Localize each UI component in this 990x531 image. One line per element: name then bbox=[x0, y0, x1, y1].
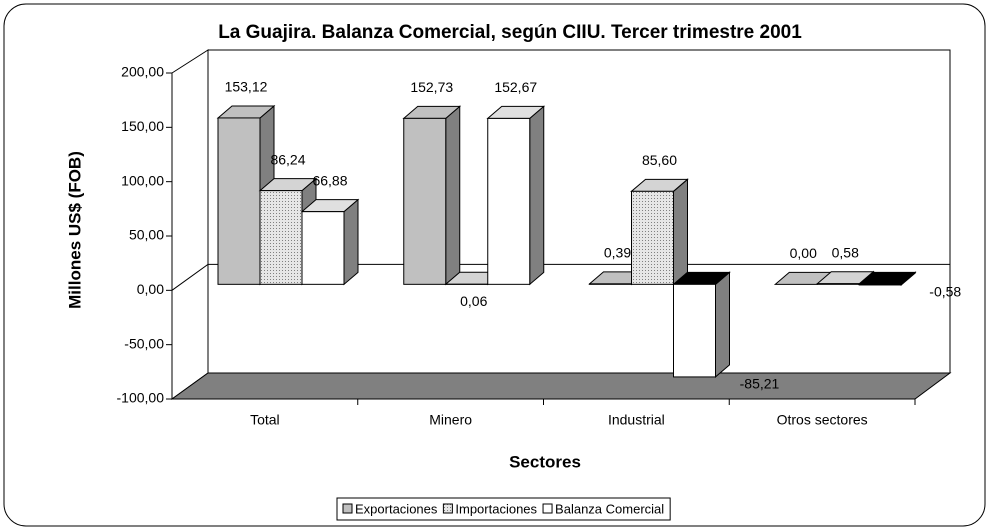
value-label: 85,60 bbox=[642, 152, 677, 168]
value-label: 0,06 bbox=[460, 293, 487, 309]
x-tick-label: Otros sectores bbox=[777, 412, 868, 428]
chart-title: La Guajira. Balanza Comercial, según CII… bbox=[218, 22, 802, 43]
value-label: 152,67 bbox=[494, 79, 537, 95]
x-axis-title: Sectores bbox=[509, 452, 581, 471]
bar bbox=[858, 283, 902, 286]
bar bbox=[301, 211, 345, 285]
y-tick-label: 200,00 bbox=[121, 64, 164, 80]
bar-side bbox=[343, 198, 359, 286]
bar-side bbox=[445, 105, 461, 286]
x-tick-label: Industrial bbox=[608, 412, 665, 428]
y-tick-label: 0,00 bbox=[137, 281, 164, 297]
value-label: 86,24 bbox=[270, 151, 305, 167]
bar bbox=[631, 190, 674, 285]
legend: Exportaciones Importaciones Balanza Comerc… bbox=[336, 497, 671, 521]
bar bbox=[259, 190, 303, 285]
value-label: 153,12 bbox=[225, 79, 268, 95]
bar bbox=[487, 117, 531, 285]
legend-swatch bbox=[442, 503, 453, 514]
bar-side bbox=[715, 271, 730, 379]
bar bbox=[403, 117, 447, 285]
bar-side bbox=[529, 105, 545, 286]
value-label: 66,88 bbox=[312, 172, 347, 188]
value-label: 0,39 bbox=[604, 245, 631, 261]
legend-label: Balanza Comercial bbox=[555, 501, 664, 516]
value-label: -0,58 bbox=[929, 284, 961, 300]
zero-line bbox=[171, 263, 950, 291]
y-axis-title: Millones US$ (FOB) bbox=[65, 151, 84, 309]
y-tick-label: 50,00 bbox=[129, 227, 164, 243]
y-tick-label: -100,00 bbox=[117, 390, 165, 406]
x-tick-label: Total bbox=[250, 412, 280, 428]
legend-label: Importaciones bbox=[455, 501, 537, 516]
legend-swatch bbox=[342, 503, 353, 514]
value-label: 0,00 bbox=[790, 245, 817, 261]
bar bbox=[673, 283, 716, 378]
value-label: 0,58 bbox=[832, 244, 859, 260]
bar-side bbox=[673, 178, 688, 286]
y-tick-label: 100,00 bbox=[121, 172, 164, 188]
floor bbox=[170, 372, 952, 400]
y-tick-label: 150,00 bbox=[121, 118, 164, 134]
legend-box bbox=[336, 497, 671, 521]
value-label: 152,73 bbox=[410, 79, 453, 95]
bar bbox=[816, 283, 860, 285]
legend-swatch bbox=[542, 503, 553, 514]
x-tick-label: Minero bbox=[429, 412, 472, 428]
legend-label: Exportaciones bbox=[355, 501, 438, 516]
value-label: -85,21 bbox=[740, 376, 780, 392]
side-wall bbox=[171, 49, 209, 400]
y-tick-label: -50,00 bbox=[124, 335, 164, 351]
bar bbox=[217, 117, 261, 285]
